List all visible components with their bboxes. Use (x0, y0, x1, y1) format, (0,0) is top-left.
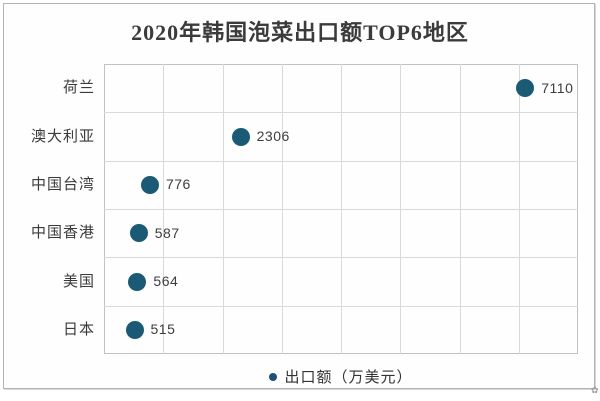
category-label: 美国 (62, 273, 95, 290)
value-label: 2306 (256, 128, 290, 144)
category-label: 澳大利亚 (30, 128, 95, 145)
horizontal-gridline (104, 112, 578, 114)
data-point-marker (516, 79, 535, 98)
horizontal-gridline (104, 160, 578, 162)
horizontal-gridline (104, 209, 578, 210)
value-label: 564 (153, 273, 179, 289)
value-label: 776 (165, 176, 191, 193)
value-label: 587 (154, 224, 180, 241)
horizontal-gridline (104, 305, 578, 307)
category-label: 中国香港 (30, 225, 95, 242)
value-label: 7110 (541, 79, 574, 96)
legend-label: 出口额（万美元） (284, 369, 413, 386)
chart-title: 2020年韩国泡菜出口额TOP6地区 (131, 20, 469, 45)
category-label: 日本 (62, 321, 95, 338)
value-label: 515 (150, 321, 176, 338)
horizontal-gridline (104, 257, 578, 259)
legend-marker-icon (269, 372, 278, 381)
data-point-marker (129, 224, 148, 243)
corner-artifact: ✿ (591, 385, 599, 395)
data-point-marker (128, 272, 147, 291)
data-point-marker (231, 127, 250, 146)
data-point-marker (140, 175, 159, 194)
category-label: 中国台湾 (30, 176, 95, 193)
data-point-marker (125, 320, 144, 339)
legend: 出口额（万美元） (104, 366, 578, 387)
category-label: 荷兰 (62, 80, 95, 97)
